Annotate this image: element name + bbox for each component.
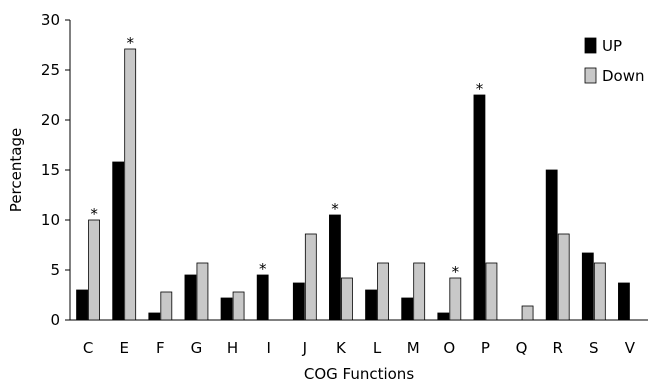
x-tick-label: O	[443, 339, 455, 357]
y-tick-label: 25	[41, 61, 60, 79]
bar-E-up	[112, 161, 125, 321]
significance-star: *	[476, 80, 484, 98]
bar-M-up	[401, 297, 414, 321]
bar-J-up	[292, 282, 305, 321]
x-tick-label: E	[119, 339, 128, 357]
bar-H-down	[232, 291, 245, 321]
legend: UP Down	[584, 37, 645, 85]
bars	[76, 48, 630, 321]
x-tick-label: I	[266, 339, 270, 357]
bar-G-down	[196, 262, 209, 321]
bar-H-up	[220, 297, 233, 321]
x-tick-label: L	[373, 339, 382, 357]
x-tick-label: R	[552, 339, 562, 357]
bar-F-down	[160, 291, 173, 321]
bar-Q-down	[521, 305, 534, 321]
x-tick-label: J	[302, 339, 307, 357]
x-tick-label: P	[481, 339, 490, 357]
y-tick-label: 0	[50, 311, 60, 329]
bar-J-down	[304, 233, 317, 321]
bar-M-down	[413, 262, 426, 321]
significance-star: *	[259, 260, 267, 278]
significance-markers: * * * * * *	[90, 34, 483, 281]
legend-swatch-up	[584, 37, 597, 54]
bar-S-up	[581, 252, 594, 321]
x-tick-label: K	[336, 339, 347, 357]
bar-P-down	[485, 262, 498, 321]
legend-label-down: Down	[602, 67, 645, 85]
x-tick-label: M	[407, 339, 420, 357]
y-tick-label: 5	[50, 261, 60, 279]
bar-R-down	[557, 233, 570, 321]
x-tick-label: S	[589, 339, 599, 357]
bar-K-down	[341, 277, 353, 321]
bar-I-up	[256, 274, 269, 321]
x-tick-label: G	[191, 339, 203, 357]
bar-O-down	[449, 277, 462, 321]
y-tick-label: 15	[41, 161, 60, 179]
bar-P-up	[473, 94, 486, 321]
x-tick-label: V	[625, 339, 636, 357]
bar-C-down	[88, 219, 100, 321]
y-tick-label: 20	[41, 111, 60, 129]
bar-S-down	[593, 262, 606, 321]
x-tick-label: F	[156, 339, 165, 357]
y-tick-label: 10	[41, 211, 60, 229]
y-ticks: 0 5 10 15 20 25 30	[41, 11, 70, 329]
y-tick-label: 30	[41, 11, 60, 29]
bar-C-up	[76, 289, 88, 321]
bar-R-up	[545, 169, 558, 321]
legend-swatch-down	[584, 67, 597, 84]
bar-G-up	[184, 274, 197, 321]
bar-V-up	[618, 282, 630, 321]
y-axis-title: Percentage	[7, 128, 25, 212]
significance-star: *	[331, 200, 339, 218]
bar-F-up	[148, 312, 161, 321]
x-axis-title: COG Functions	[304, 365, 414, 383]
bar-K-up	[329, 214, 341, 321]
significance-star: *	[126, 34, 134, 52]
significance-star: *	[452, 263, 460, 281]
bar-O-up	[437, 312, 450, 321]
legend-label-up: UP	[602, 37, 622, 55]
x-tick-label: C	[83, 339, 93, 357]
bar-L-up	[365, 289, 377, 321]
bar-E-down	[124, 48, 137, 321]
x-tick-label: Q	[516, 339, 528, 357]
x-tick-label: H	[227, 339, 238, 357]
significance-star: *	[90, 205, 98, 223]
bar-L-down	[377, 262, 389, 321]
